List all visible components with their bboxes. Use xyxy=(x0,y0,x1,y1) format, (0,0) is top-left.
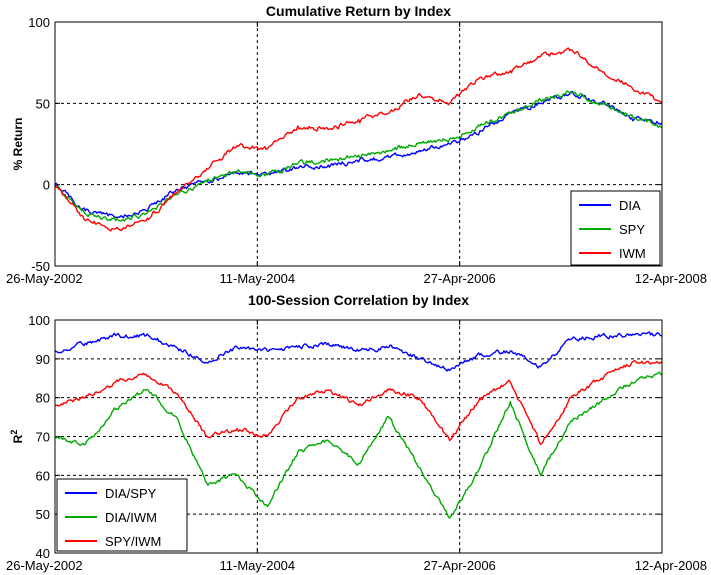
chart-2: 100-Session Correlation by Index 100 90 80 7… xyxy=(6,292,707,573)
series-line-dia-spy xyxy=(55,331,662,372)
y-tick-label: 60 xyxy=(36,468,50,483)
series-line-iwm xyxy=(55,47,662,232)
x-tick-label: 26-May-2002 xyxy=(6,558,83,573)
y-tick-label: 100 xyxy=(28,313,50,328)
y-tick-label: 50 xyxy=(36,507,50,522)
series-line-dia-iwm xyxy=(55,371,662,519)
legend-box xyxy=(56,478,188,552)
x-tick-label: 26-May-2002 xyxy=(6,271,83,286)
y-axis-label-superscript: 2 xyxy=(9,430,19,435)
x-tick-label: 27-Apr-2006 xyxy=(424,558,496,573)
y-tick-label: -50 xyxy=(31,259,50,274)
y-axis-label: % Return xyxy=(11,118,25,171)
y-tick-label: 40 xyxy=(36,546,50,561)
chart-1: Cumulative Return by Index 100 50 0 -5026-Ma… xyxy=(6,3,707,286)
legend-label: SPY xyxy=(619,222,645,237)
series-line-dia xyxy=(55,90,662,219)
x-tick-label: 12-Apr-2008 xyxy=(635,271,707,286)
y-tick-label: 100 xyxy=(28,15,50,30)
legend-label: IWM xyxy=(619,246,646,261)
y-tick-label: 50 xyxy=(36,96,50,111)
legend: DIA/SPY DIA/IWM SPY/IWM xyxy=(56,478,188,552)
y-axis-label: R2 xyxy=(9,430,25,444)
legend-label: DIA/IWM xyxy=(105,510,157,525)
plot-frame xyxy=(54,319,663,554)
series-line-spy-iwm xyxy=(55,360,662,445)
y-tick-label: 80 xyxy=(36,391,50,406)
chart-title: Cumulative Return by Index xyxy=(266,3,451,19)
y-tick-label: 90 xyxy=(36,352,50,367)
y-tick-label: 0 xyxy=(43,178,50,193)
legend-label: DIA/SPY xyxy=(105,486,157,501)
x-tick-label: 27-Apr-2006 xyxy=(424,271,496,286)
legend: DIA SPY IWM xyxy=(570,190,661,266)
x-tick-label: 12-Apr-2008 xyxy=(635,558,707,573)
y-tick-label: 70 xyxy=(36,430,50,445)
plot-area xyxy=(55,22,662,266)
chart-title: 100-Session Correlation by Index xyxy=(248,292,469,308)
plot-frame xyxy=(54,21,663,267)
x-tick-label: 11-May-2004 xyxy=(220,271,296,286)
legend-label: SPY/IWM xyxy=(105,534,161,549)
x-tick-label: 11-May-2004 xyxy=(220,558,296,573)
legend-label: DIA xyxy=(619,198,641,213)
series-line-spy xyxy=(55,90,662,222)
